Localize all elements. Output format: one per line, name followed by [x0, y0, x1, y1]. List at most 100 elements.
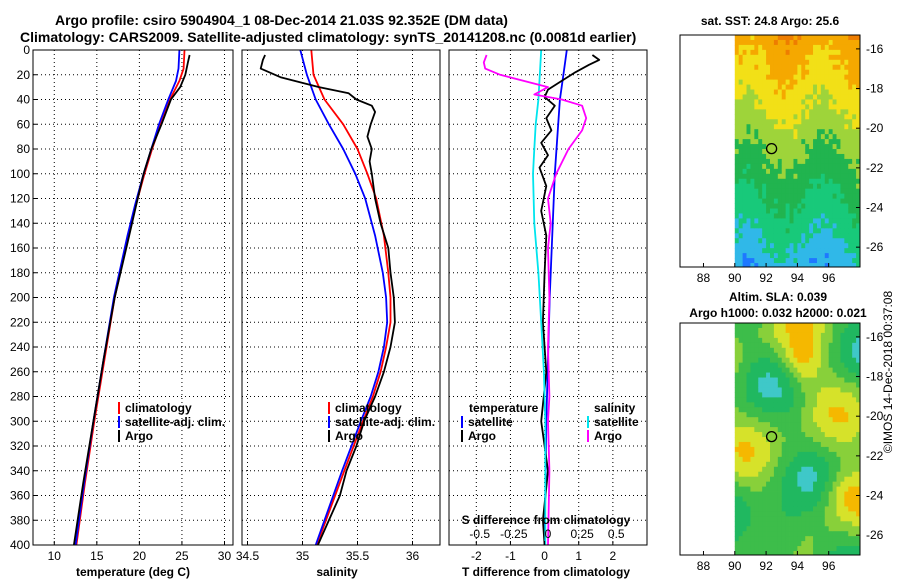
map-cell [856, 422, 861, 428]
map-cell [813, 124, 818, 130]
map-cell [816, 144, 822, 150]
x-tick-label: 90 [728, 559, 742, 573]
map-cell [742, 223, 747, 229]
map-cell [770, 119, 775, 125]
map-cell [856, 516, 861, 522]
map-cell [785, 163, 790, 170]
map-cell [738, 258, 744, 264]
map-cell [797, 486, 802, 492]
map-cell [828, 451, 834, 458]
map-cell [852, 39, 857, 46]
map-cell [789, 466, 794, 473]
map-cell [848, 149, 853, 155]
map-cell [805, 546, 810, 552]
map-cell [801, 44, 806, 51]
map-cell [746, 49, 751, 56]
map-cell [852, 461, 857, 468]
map-cell [762, 323, 767, 329]
map-cell [770, 451, 775, 458]
map-cell [773, 511, 779, 517]
map-cell [738, 412, 744, 418]
map-cell [840, 526, 845, 532]
map-cell [828, 49, 834, 56]
map-cell [797, 446, 802, 453]
map-cell [773, 486, 779, 492]
map-cell [832, 223, 837, 229]
map-cell [805, 511, 810, 517]
map-cell [836, 253, 841, 259]
map-cell [789, 188, 794, 195]
map-cell [844, 323, 849, 329]
map-cell [762, 392, 767, 398]
map-cell [844, 69, 849, 76]
map-cell [801, 99, 806, 105]
map-cell [742, 188, 747, 195]
map-cell [809, 99, 814, 105]
map-cell [844, 178, 849, 185]
map-cell [852, 144, 857, 150]
map-cell [738, 208, 744, 214]
map-cell [840, 243, 845, 249]
map-cell [816, 407, 822, 413]
map-cell [789, 233, 794, 239]
map-cell [832, 74, 837, 81]
x-tick-label: 94 [791, 271, 805, 285]
map-cell [734, 89, 740, 95]
map-cell [777, 471, 783, 478]
map-cell [840, 114, 845, 120]
map-cell [844, 511, 849, 517]
map-cell [828, 203, 834, 209]
map-cell [758, 536, 763, 542]
map-cell [813, 114, 818, 120]
map-cell [816, 461, 822, 468]
map-cell [777, 402, 783, 408]
map-cell [813, 372, 818, 378]
map-cell [742, 263, 747, 268]
map-cell [793, 124, 798, 130]
map-cell [824, 74, 830, 81]
map-cell [793, 163, 798, 170]
map-cell [816, 347, 822, 354]
map-cell [809, 228, 814, 234]
map-cell [852, 139, 857, 145]
map-cell [797, 163, 802, 170]
map-cell [801, 546, 806, 552]
map-cell [832, 501, 837, 507]
map-cell [828, 402, 834, 408]
map-cell [848, 163, 853, 170]
map-cell [773, 218, 779, 224]
map-cell [746, 218, 751, 224]
map-cell [805, 422, 810, 428]
map-cell [770, 486, 775, 492]
map-cell [848, 491, 853, 497]
map-cell [738, 233, 744, 239]
s-tick-label: 0 [545, 527, 552, 541]
map-cell [746, 243, 751, 249]
map-cell [797, 124, 802, 130]
map-cell [734, 119, 740, 125]
map-cell [773, 139, 779, 145]
map-cell [746, 94, 751, 100]
map-cell [848, 327, 853, 334]
map-cell [762, 64, 767, 71]
map-cell [770, 84, 775, 90]
map-cell [789, 342, 794, 349]
map-cell [816, 536, 822, 542]
map-cell [805, 521, 810, 527]
map-cell [777, 382, 783, 388]
map-cell [754, 59, 759, 66]
map-cell [773, 208, 779, 214]
map-cell [824, 35, 830, 41]
map-cell [754, 536, 759, 542]
map-cell [758, 49, 763, 56]
map-cell [766, 74, 771, 81]
map-cell [844, 362, 849, 369]
map-cell [816, 367, 822, 373]
map-cell [801, 173, 806, 180]
map-cell [746, 263, 751, 268]
map-cell [793, 407, 798, 413]
map-cell [758, 446, 763, 453]
map-cell [836, 481, 841, 487]
map-cell [813, 188, 818, 195]
map-cell [793, 551, 798, 556]
